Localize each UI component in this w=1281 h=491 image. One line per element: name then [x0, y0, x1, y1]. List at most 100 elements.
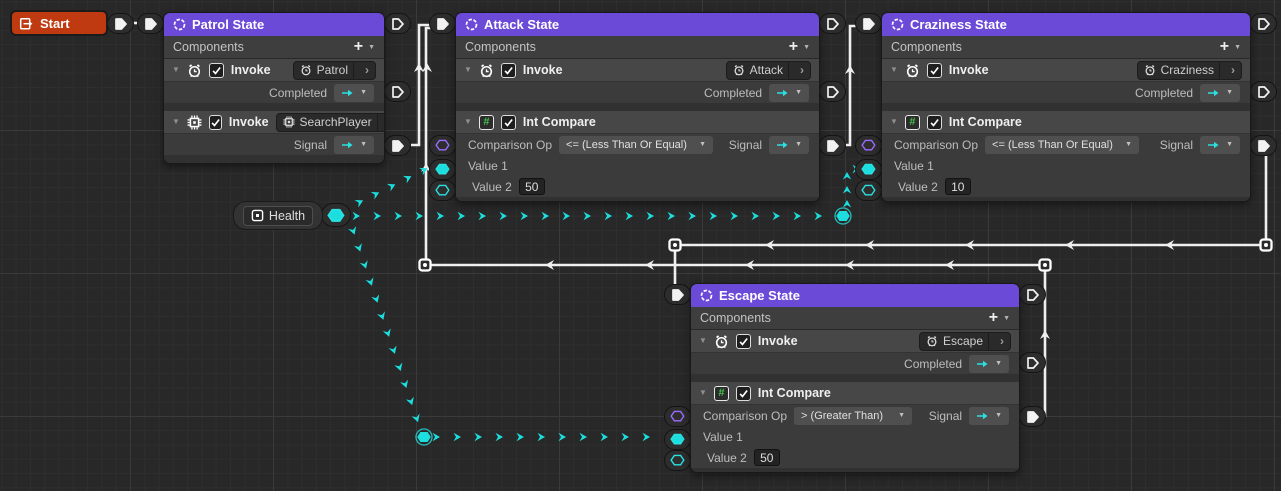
- components-label: Components: [700, 311, 771, 325]
- add-component-caret-icon[interactable]: ▼: [803, 43, 810, 51]
- data-flow-arrow-icon: [405, 396, 414, 406]
- escape-value2-input-port[interactable]: [664, 450, 691, 471]
- health-variable-node[interactable]: Health: [233, 201, 323, 230]
- escape-node-header[interactable]: Escape State: [691, 284, 1019, 307]
- escape-input-port[interactable]: [664, 284, 691, 305]
- add-component-caret-icon[interactable]: ▼: [1234, 43, 1241, 51]
- enabled-checkbox[interactable]: [926, 62, 942, 78]
- collapse-toggle-icon[interactable]: ▼: [890, 65, 898, 74]
- collapse-toggle-icon[interactable]: ▼: [464, 117, 472, 126]
- data-flow-arrow-icon: [583, 211, 591, 221]
- collapse-toggle-icon[interactable]: ▼: [890, 117, 898, 126]
- invoke-target-badge[interactable]: Attack ›: [725, 60, 811, 80]
- craziness-state-node[interactable]: Craziness State Components + ▼ ▼ Invoke …: [881, 12, 1251, 202]
- attack-state-node[interactable]: Attack State Components + ▼ ▼ Invoke Att…: [455, 12, 820, 202]
- escape-state-node[interactable]: Escape State Components + ▼ ▼ Invoke Esc…: [690, 283, 1020, 473]
- attack-value2-input-port[interactable]: [429, 180, 456, 201]
- collapse-toggle-icon[interactable]: ▼: [464, 65, 472, 74]
- attack-signal-output-port[interactable]: [819, 135, 846, 156]
- invoke-target-badge[interactable]: Escape ›: [918, 331, 1011, 351]
- value2-input[interactable]: 10: [944, 178, 971, 195]
- collapse-toggle-icon[interactable]: ▼: [172, 65, 180, 74]
- dropdown-caret-icon: ▼: [898, 412, 906, 419]
- enabled-checkbox[interactable]: [500, 62, 516, 78]
- signal-dropdown[interactable]: ▼: [769, 135, 809, 154]
- add-component-caret-icon[interactable]: ▼: [1003, 314, 1010, 322]
- attack-completed-output-port[interactable]: [819, 81, 846, 102]
- attack-comparison-op-input-port[interactable]: [429, 135, 456, 156]
- enabled-checkbox[interactable]: [926, 114, 942, 130]
- int-compare-icon: #: [713, 385, 729, 401]
- enabled-checkbox[interactable]: [208, 114, 222, 130]
- invoke-target-badge[interactable]: Patrol ›: [292, 60, 376, 80]
- wire-junction-point[interactable]: [668, 238, 682, 252]
- completed-signal-dropdown[interactable]: ▼: [334, 83, 374, 102]
- comparison-op-dropdown[interactable]: <= (Less Than Or Equal) ▼: [559, 135, 714, 154]
- value2-input[interactable]: 50: [753, 449, 780, 466]
- craziness-value1-input-port[interactable]: [855, 159, 882, 180]
- data-flow-arrow-icon: [562, 211, 570, 221]
- craziness-node-header[interactable]: Craziness State: [882, 13, 1250, 36]
- attack-node-header[interactable]: Attack State: [456, 13, 819, 36]
- enabled-checkbox[interactable]: [208, 62, 224, 78]
- value2-input[interactable]: 50: [518, 178, 545, 195]
- escape-state-output-port[interactable]: [1019, 284, 1046, 305]
- escape-value1-input-port[interactable]: [664, 429, 691, 450]
- invoke-label: Invoke: [522, 63, 563, 77]
- attack-value1-input-port[interactable]: [429, 159, 456, 180]
- wire-junction-point[interactable]: [1259, 238, 1273, 252]
- add-component-button[interactable]: +: [1219, 38, 1230, 55]
- patrol-node-header[interactable]: Patrol State: [164, 13, 384, 36]
- attack-input-port[interactable]: [429, 13, 456, 34]
- signal-dropdown[interactable]: ▼: [334, 135, 374, 154]
- wire-junction-point[interactable]: [418, 258, 432, 272]
- completed-signal-dropdown[interactable]: ▼: [769, 83, 809, 102]
- comparison-op-dropdown[interactable]: > (Greater Than) ▼: [794, 406, 913, 425]
- collapse-toggle-icon[interactable]: ▼: [699, 336, 707, 345]
- patrol-input-port[interactable]: [137, 13, 164, 34]
- attack-state-output-port[interactable]: [819, 13, 846, 34]
- chip-icon: [187, 115, 202, 130]
- collapse-toggle-icon[interactable]: ▼: [699, 388, 707, 397]
- start-output-port[interactable]: [107, 13, 134, 34]
- data-flow-arrow-icon: [365, 277, 374, 286]
- add-component-button[interactable]: +: [988, 309, 999, 326]
- components-label: Components: [173, 40, 244, 54]
- craziness-input-port[interactable]: [855, 13, 882, 34]
- craziness-comparison-op-input-port[interactable]: [855, 135, 882, 156]
- enabled-checkbox[interactable]: [500, 114, 516, 130]
- signal-dropdown[interactable]: ▼: [969, 406, 1009, 425]
- craziness-state-output-port[interactable]: [1250, 13, 1277, 34]
- completed-label: Completed: [904, 356, 963, 371]
- data-wire-reroute-node[interactable]: [415, 428, 433, 446]
- health-variable-pill[interactable]: Health: [242, 205, 314, 226]
- health-output-port[interactable]: [321, 203, 351, 227]
- completed-signal-dropdown[interactable]: ▼: [1200, 83, 1240, 102]
- invoke-target-badge[interactable]: Craziness ›: [1136, 60, 1242, 80]
- data-wire-reroute-node[interactable]: [834, 207, 852, 225]
- start-node[interactable]: Start: [10, 10, 108, 36]
- craziness-completed-output-port[interactable]: [1250, 81, 1277, 102]
- wire-junction-point[interactable]: [1038, 258, 1052, 272]
- escape-comparison-op-input-port[interactable]: [664, 406, 691, 427]
- enabled-checkbox[interactable]: [735, 333, 751, 349]
- add-component-button[interactable]: +: [788, 38, 799, 55]
- patrol-completed-output-port[interactable]: [384, 81, 411, 102]
- invoke-target-badge[interactable]: SearchPlayer ›: [275, 112, 384, 132]
- patrol-state-node[interactable]: Patrol State Components + ▼ ▼ Invoke: [163, 12, 385, 164]
- escape-signal-output-port[interactable]: [1019, 406, 1046, 427]
- add-component-button[interactable]: +: [353, 38, 364, 55]
- craziness-value2-input-port[interactable]: [855, 180, 882, 201]
- completed-signal-dropdown[interactable]: ▼: [969, 354, 1009, 373]
- escape-completed-output-port[interactable]: [1019, 352, 1046, 373]
- patrol-signal-output-port[interactable]: [384, 135, 411, 156]
- craziness-signal-output-port[interactable]: [1250, 135, 1277, 156]
- patrol-state-output-port[interactable]: [384, 13, 411, 34]
- signal-dropdown[interactable]: ▼: [1200, 135, 1240, 154]
- collapse-toggle-icon[interactable]: ▼: [172, 117, 180, 126]
- enabled-checkbox[interactable]: [735, 385, 751, 401]
- comparison-op-dropdown[interactable]: <= (Less Than Or Equal) ▼: [985, 135, 1140, 154]
- add-component-caret-icon[interactable]: ▼: [368, 43, 375, 51]
- data-flow-arrow-icon: [814, 211, 822, 221]
